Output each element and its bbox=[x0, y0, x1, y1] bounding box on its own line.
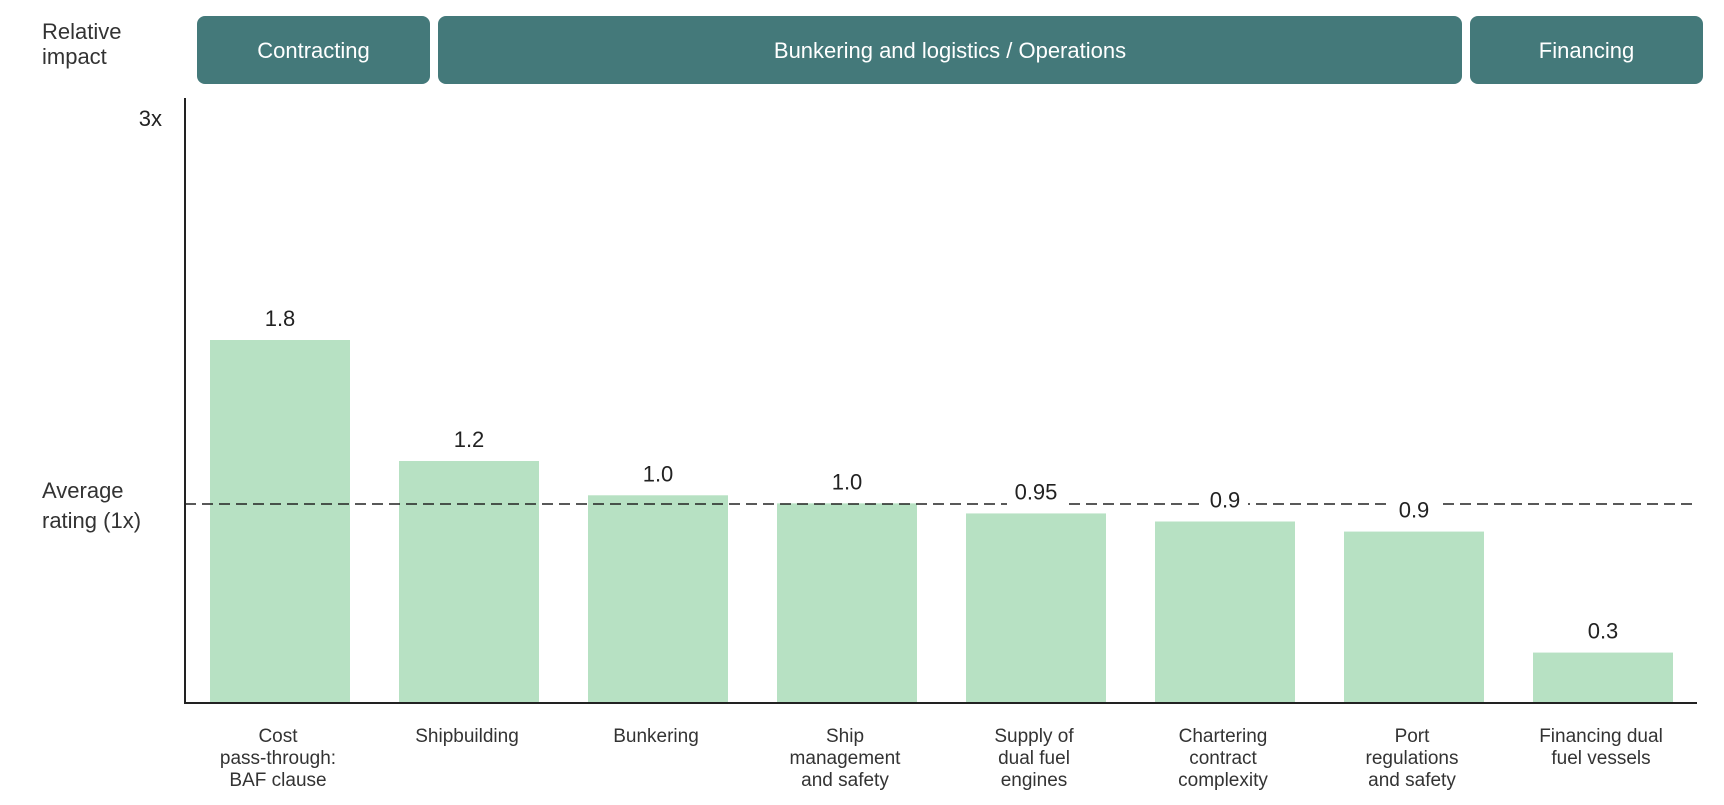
category-label-line: Shipbuilding bbox=[415, 726, 519, 747]
bar bbox=[1155, 521, 1295, 703]
value-label-background bbox=[257, 304, 303, 332]
category-label-line: pass-through: bbox=[220, 748, 336, 769]
value-label: 1.0 bbox=[643, 461, 674, 486]
value-label-background bbox=[446, 425, 492, 453]
value-label: 0.3 bbox=[1588, 619, 1619, 644]
group-header bbox=[438, 16, 1462, 84]
value-label: 1.8 bbox=[265, 306, 296, 331]
value-labels: 1.8 1.2 1.0 1.0 0.95 0.9 0.9 0.3 bbox=[257, 304, 1626, 645]
y-tick-label: 3x bbox=[139, 106, 162, 131]
group-header bbox=[1470, 16, 1703, 84]
category-label: Financing dual fuel vessels bbox=[1539, 726, 1663, 769]
bars bbox=[210, 340, 1673, 703]
category-label-line: Ship bbox=[826, 726, 864, 747]
category-label: Chartering contract complexity bbox=[1178, 726, 1268, 791]
bar bbox=[210, 340, 350, 703]
category-label: Cost pass-through: BAF clause bbox=[220, 726, 336, 791]
bar bbox=[399, 461, 539, 703]
value-label: 0.9 bbox=[1210, 488, 1241, 513]
category-label: Ship management and safety bbox=[790, 726, 902, 791]
value-label: 1.2 bbox=[454, 427, 485, 452]
value-label-background bbox=[635, 459, 681, 488]
category-label: Port regulations and safety bbox=[1366, 726, 1459, 791]
category-label-line: Cost bbox=[258, 726, 298, 747]
category-label: Supply of dual fuel engines bbox=[994, 726, 1074, 791]
y-ticks: 3x bbox=[139, 106, 162, 131]
value-label-background bbox=[1202, 485, 1248, 514]
bar bbox=[1533, 652, 1673, 703]
category-label-line: and safety bbox=[801, 770, 889, 791]
category-label: Shipbuilding bbox=[415, 726, 519, 747]
category-label-line: contract bbox=[1189, 748, 1257, 769]
group-header-label: Contracting bbox=[257, 38, 370, 63]
relative-impact-label-line1: Relative bbox=[42, 19, 121, 44]
average-rating-label: Average rating (1x) bbox=[42, 478, 141, 533]
category-label-line: and safety bbox=[1368, 770, 1456, 791]
average-rating-label-line2: rating (1x) bbox=[42, 508, 141, 533]
category-label-line: Financing dual bbox=[1539, 726, 1663, 747]
category-label-line: Port bbox=[1395, 726, 1431, 747]
value-label-background bbox=[824, 467, 870, 496]
value-label: 0.9 bbox=[1399, 498, 1430, 523]
group-header-label: Financing bbox=[1539, 38, 1634, 63]
value-label-background bbox=[1580, 616, 1626, 645]
relative-impact-label: Relative impact bbox=[42, 19, 128, 69]
value-label: 0.95 bbox=[1015, 479, 1058, 504]
group-header-label: Bunkering and logistics / Operations bbox=[774, 38, 1126, 63]
category-label-line: dual fuel bbox=[998, 748, 1070, 769]
relative-impact-label-line2: impact bbox=[42, 44, 107, 69]
bar bbox=[777, 503, 917, 703]
bar bbox=[1344, 531, 1484, 703]
category-label-line: Supply of bbox=[994, 726, 1074, 747]
average-rating-label-line1: Average bbox=[42, 478, 124, 503]
bar bbox=[588, 495, 728, 703]
value-label-background bbox=[1391, 495, 1437, 524]
group-headers: Contracting Bunkering and logistics / Ope… bbox=[197, 16, 1703, 84]
category-label: Bunkering bbox=[613, 726, 699, 747]
category-label-line: regulations bbox=[1366, 748, 1459, 769]
value-label: 1.0 bbox=[832, 469, 863, 494]
category-label-line: complexity bbox=[1178, 770, 1268, 791]
category-label-line: management bbox=[790, 748, 902, 769]
category-label-line: Bunkering bbox=[613, 726, 699, 747]
category-label-line: engines bbox=[1001, 770, 1068, 791]
bar bbox=[966, 513, 1106, 703]
value-label-background bbox=[1007, 477, 1065, 506]
category-label-line: Chartering bbox=[1179, 726, 1268, 747]
group-header bbox=[197, 16, 430, 84]
category-label-line: BAF clause bbox=[229, 770, 326, 791]
category-labels: Cost pass-through: BAF clause Shipbuilding B… bbox=[220, 726, 1663, 791]
category-label-line: fuel vessels bbox=[1551, 748, 1650, 769]
